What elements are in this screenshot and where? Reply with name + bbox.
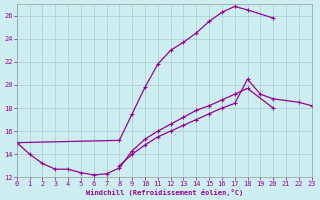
X-axis label: Windchill (Refroidissement éolien,°C): Windchill (Refroidissement éolien,°C) bbox=[85, 189, 243, 196]
